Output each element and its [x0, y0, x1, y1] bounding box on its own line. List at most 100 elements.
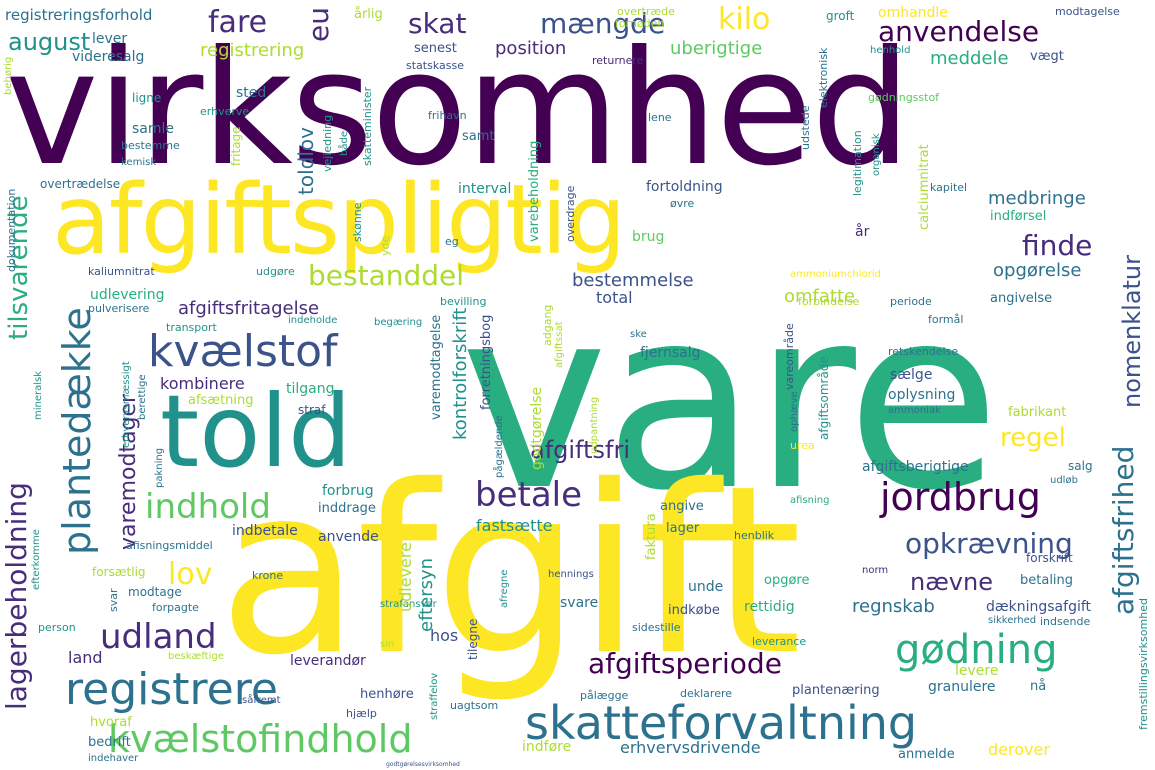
word-plantenaering: plantenæring [792, 683, 880, 698]
word-ske: ske [630, 329, 647, 340]
word-saafremt: såfremt [242, 695, 281, 706]
word-returnere: returnere [592, 54, 644, 67]
word-godtgoerelse: godtgørelse [529, 386, 545, 470]
word-levere: levere [955, 663, 999, 679]
word-overtraedelse: overtrædelse [40, 177, 121, 191]
word-registrere: registrere [65, 664, 278, 715]
word-ophaeve: ophæve [789, 391, 800, 432]
word-henhoere: henhøre [360, 687, 414, 702]
word-maengde: mængde [540, 7, 666, 40]
word-lager: lager [666, 521, 700, 536]
word-videresalg: videresalg [72, 49, 145, 65]
word-afgiftsfritagelse: afgiftsfritagelse [178, 298, 320, 319]
word-efterkomme: efterkomme [31, 529, 42, 590]
word-beskaeftige: beskæftige [168, 651, 224, 662]
word-brug: brug [632, 229, 665, 245]
word-opgoerelse: opgørelse [993, 260, 1082, 281]
word-skat: skat [408, 7, 467, 40]
word-udgoere: udgøre [256, 265, 295, 278]
word-angive: angive [660, 499, 704, 514]
word-dokumentation: dokumentation [5, 188, 18, 272]
word-leverance: leverance [752, 635, 807, 648]
word-straf: straf [298, 403, 326, 417]
word-frihavn: frihavn [428, 109, 467, 122]
word-pakning: pakning [154, 447, 165, 488]
word-baade: både [339, 131, 350, 156]
word-afgiftsberigtige: afgiftsberigtige [862, 459, 969, 475]
word-afgiftsfrihed: afgiftsfrihed [1107, 445, 1140, 615]
word-forsaetlig: forsætlig [92, 565, 146, 579]
word-skatteforvaltning: skatteforvaltning [525, 696, 918, 750]
word-opgoere: opgøre [764, 573, 810, 588]
word-anvendelse: anvendelse [878, 15, 1040, 48]
word-rettidig: rettidig [744, 599, 795, 615]
word-august: august [8, 28, 91, 56]
word-kemisk: kemisk [121, 157, 157, 168]
word-told: told [160, 373, 352, 490]
word-lene: lene [648, 111, 672, 124]
word-lagerbeholdning: lagerbeholdning [0, 482, 33, 710]
word-varebeholdning: varebeholdning [527, 140, 542, 242]
word-erhvervsmaessigt: erhvervsmæssigt [121, 361, 132, 448]
word-indfoere: indføre [522, 739, 572, 755]
word-daekningsafgift: dækningsafgift [986, 599, 1092, 615]
word-hos: hos [430, 626, 459, 645]
word-organisk: organisk [871, 133, 882, 176]
word-skoenne: skønne [351, 202, 364, 242]
word-indfoersel: indførsel [990, 209, 1047, 224]
word-angivelse: angivelse [990, 291, 1053, 306]
word-betaling: betaling [1020, 573, 1074, 588]
word-afregne: afregne [499, 569, 510, 608]
word-afisningsmiddel: afisningsmiddel [126, 539, 213, 552]
word-fastsaette: fastsætte [476, 516, 553, 535]
word-person: person [38, 621, 76, 634]
word-fare: fare [208, 5, 268, 40]
word-samt: samt [462, 129, 495, 144]
word-erhverve: erhverve [200, 105, 250, 118]
word-oevre: øvre [670, 197, 695, 210]
word-udlevere: udlevere [396, 542, 415, 612]
word-adgang: adgang [541, 304, 554, 346]
word-udland: udland [100, 617, 217, 657]
word-uberigtige: uberigtige [670, 38, 763, 59]
word-omfatte: omfatte [784, 286, 856, 307]
word-yde: yde [379, 235, 392, 256]
word-sikkerhed: sikkerhed [988, 615, 1037, 626]
word-norm: norm [862, 565, 889, 576]
word-indbetale: indbetale [232, 523, 298, 539]
word-transport: transport [166, 321, 217, 334]
word-urea: urea [790, 439, 815, 452]
word-forbindelse: forbindelse [798, 295, 860, 308]
word-uagtsom: uagtsom [450, 699, 499, 712]
word-bestanddel: bestanddel [308, 259, 465, 292]
word-tilgang: tilgang [286, 381, 335, 397]
word-salg: salg [1068, 459, 1093, 473]
word-sted: sted [236, 85, 267, 101]
word-inddrage: inddrage [318, 501, 376, 516]
word-regnskab: regnskab [852, 596, 935, 617]
word-afgiftssat: afgiftssat [554, 321, 565, 368]
word-eu: eu [302, 7, 335, 42]
word-afgiftsperiode: afgiftsperiode [588, 647, 782, 680]
word-samle: samle [132, 121, 175, 137]
word-bestemme: bestemme [121, 139, 180, 152]
word-afisning: afisning [790, 495, 830, 506]
word-modtage: modtage [128, 585, 182, 599]
word-godtgoerelsesvirksomhed: godtgørelsesvirksomhed [386, 761, 460, 768]
word-afgift: afgift [218, 436, 802, 706]
word-berettige: berettige [137, 374, 148, 420]
word-indhold: indhold [145, 487, 271, 527]
word-periode: periode [890, 295, 932, 308]
word-hjaelp: hjælp [346, 707, 377, 720]
word-kapitel: kapitel [930, 181, 968, 194]
word-lov: lov [168, 557, 213, 592]
word-registreringsforhold: registreringsforhold [5, 6, 153, 24]
word-hvoraf: hvoraf [90, 715, 132, 730]
word-total: total [596, 288, 633, 307]
word-deklarere: deklarere [680, 687, 733, 700]
word-paagaeldende: pågældende [494, 415, 505, 478]
word-retskendelse: retskendelse [888, 345, 959, 358]
word-sidestille: sidestille [632, 621, 681, 634]
word-kaliumnitrat: kaliumnitrat [88, 265, 155, 278]
word-registrering: registrering [200, 40, 305, 61]
